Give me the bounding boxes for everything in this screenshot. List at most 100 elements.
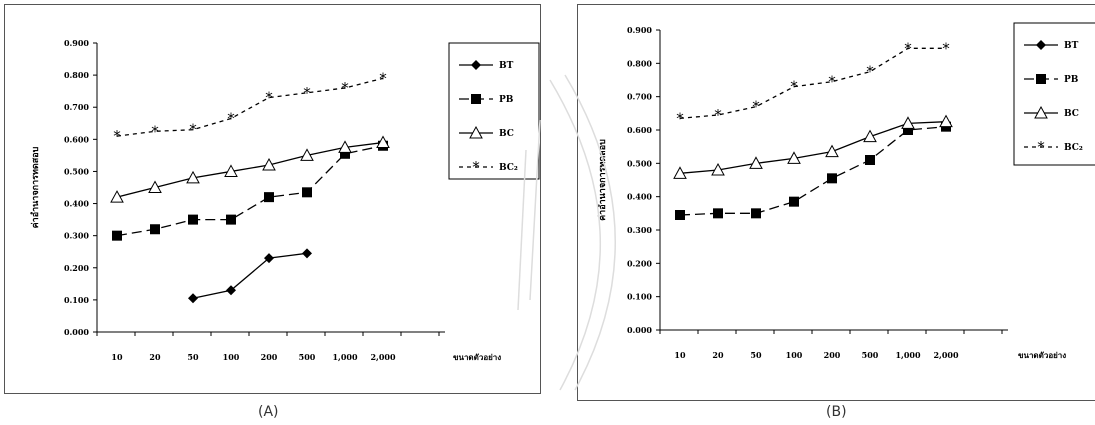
data-point [186, 170, 200, 184]
y-tick-label: 0.600 [64, 134, 89, 144]
legend-label: BC [499, 129, 514, 139]
data-point: * [113, 127, 121, 145]
data-point: * [189, 121, 197, 139]
x-tick-label: 10 [674, 350, 686, 360]
x-tick-label: 500 [299, 352, 316, 362]
legend-box [448, 42, 540, 180]
y-tick-label: 0.600 [627, 125, 652, 135]
legend-marker: * [472, 158, 480, 176]
data-point: * [151, 122, 159, 140]
y-tick-label: 0.400 [627, 192, 652, 202]
legend-label: PB [1064, 75, 1079, 85]
data-point [262, 157, 276, 171]
y-tick-label: 0.300 [627, 225, 652, 235]
y-tick-label: 0.400 [64, 199, 89, 209]
y-tick-label: 0.700 [64, 102, 89, 112]
series-line [116, 141, 384, 198]
y-tick-label: 0.200 [64, 263, 89, 273]
chart-panel-a: 0.000 0.100 0.200 0.300 0.400 0.500 0.600 0.700… [4, 4, 541, 394]
x-tick-label: 100 [786, 350, 803, 360]
data-point [901, 116, 915, 129]
x-tick-label: 2,000 [933, 350, 958, 360]
legend-box [1013, 22, 1095, 166]
y-tick-label: 0.000 [64, 327, 89, 337]
x-tick-label: 20 [712, 350, 724, 360]
data-point: * [866, 63, 874, 81]
y-tick-label: 0.500 [627, 158, 652, 168]
data-point [110, 190, 124, 203]
data-point [112, 230, 122, 241]
legend-marker [1036, 40, 1046, 50]
y-tick-label: 0.700 [627, 92, 652, 102]
data-point [264, 253, 274, 264]
data-point [376, 135, 390, 149]
x-tick-label: 10 [111, 352, 123, 362]
y-tick-label: 0.500 [64, 166, 89, 176]
data-point: * [714, 106, 722, 124]
data-point: * [942, 39, 950, 57]
data-point: * [265, 89, 273, 107]
data-point [713, 208, 723, 219]
y-tick-label: 0.800 [627, 58, 652, 68]
legend-label: PB [499, 95, 514, 105]
data-point: * [379, 69, 387, 87]
series-line [116, 145, 384, 237]
x-tick-label: 500 [862, 350, 879, 360]
x-tick-label: 2,000 [370, 352, 395, 362]
data-point [789, 196, 799, 207]
series-line [679, 126, 947, 216]
y-tick-label: 0.100 [627, 292, 652, 302]
data-point [903, 125, 913, 135]
series-line [679, 47, 946, 119]
x-tick-label: 50 [187, 352, 199, 362]
data-point [711, 162, 725, 176]
series-line [192, 252, 308, 299]
y-tick-label: 0.100 [64, 295, 89, 305]
y-tick-label: 0.800 [64, 70, 89, 80]
data-point [300, 148, 314, 161]
data-point [302, 248, 312, 259]
legend-marker [471, 94, 481, 104]
data-point: * [676, 109, 684, 127]
series-diamond [188, 248, 312, 304]
series-line [116, 77, 384, 137]
chart-a-svg: 0.000 0.100 0.200 0.300 0.400 0.500 0.600 0.700… [30, 38, 540, 362]
y-tick-label: 0.900 [627, 25, 652, 35]
data-point [150, 224, 160, 235]
data-point [673, 166, 687, 179]
data-point [787, 151, 801, 164]
data-point [302, 187, 312, 198]
chart-panel-b: 0.000 0.100 0.200 0.300 0.400 0.500 0.600 0.700… [577, 4, 1095, 401]
data-point: * [341, 79, 349, 97]
data-point [825, 144, 839, 158]
legend-label: BT [499, 61, 514, 71]
data-point [338, 140, 352, 153]
x-tick-label: 200 [824, 350, 841, 360]
legend-marker: * [1037, 138, 1045, 156]
watermark-shape [517, 74, 617, 391]
x-tick-label: 200 [261, 352, 278, 362]
y-tick-label: 0.300 [64, 231, 89, 241]
data-point [188, 214, 198, 225]
y-tick-label: 0.900 [64, 38, 89, 48]
legend-label: BC [1064, 109, 1079, 119]
legend-label: BC₂ [1064, 143, 1083, 153]
y-tick-label: 0.000 [627, 325, 652, 335]
data-point [226, 214, 236, 225]
series-line [679, 121, 947, 174]
data-point [751, 208, 761, 219]
legend-marker [1036, 74, 1046, 84]
data-point [340, 148, 350, 159]
data-point: * [303, 84, 311, 102]
x-axis-label: ขนาดตัวอย่าง [453, 352, 501, 362]
data-point [865, 155, 875, 165]
caption-a: (A) [258, 404, 279, 420]
y-axis-label: ค่าอำนาจการทดสอบ [30, 146, 41, 228]
series-triangle [673, 114, 953, 179]
data-point: * [828, 73, 836, 91]
data-point [939, 114, 953, 128]
x-tick-label: 100 [223, 352, 240, 362]
data-point: * [790, 78, 798, 96]
x-axis-label: ขนาดตัวอย่าง [1018, 350, 1066, 360]
data-point [226, 285, 236, 296]
